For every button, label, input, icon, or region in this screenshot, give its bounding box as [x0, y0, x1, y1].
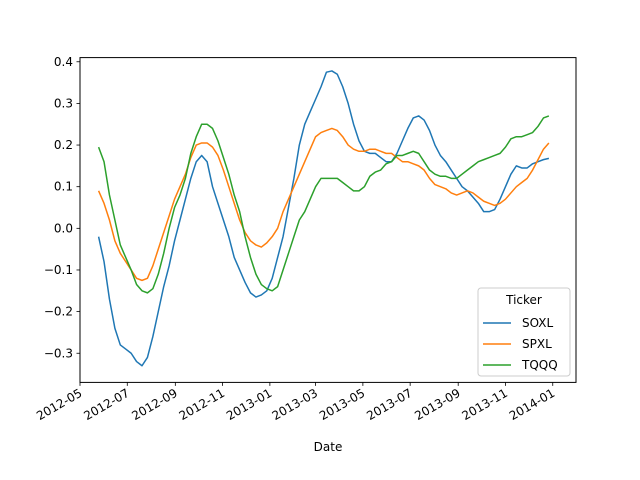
legend-items: SOXL SPXL TQQQ [483, 316, 558, 372]
legend: Ticker SOXL SPXL TQQQ [477, 287, 571, 377]
axes-frame [79, 57, 577, 383]
legend-title: Ticker [505, 293, 542, 307]
y-tick-label: 0.0 [54, 221, 73, 235]
series-line-tqqq [97, 115, 550, 294]
legend-label-soxl: SOXL [522, 316, 554, 330]
series-line-soxl [97, 70, 550, 367]
legend-label-spxl: SPXL [522, 337, 552, 351]
y-tick-label: 0.3 [54, 96, 73, 110]
plot-area [97, 70, 550, 367]
y-tick-label: −0.3 [44, 346, 73, 360]
series-line-spxl [97, 127, 550, 282]
y-tick-label: 0.2 [54, 138, 73, 152]
y-tick-label: −0.2 [44, 305, 73, 319]
x-axis-title: Date [314, 440, 343, 454]
y-tick-label: 0.4 [54, 55, 73, 69]
y-tick-label: −0.1 [44, 263, 73, 277]
y-axis: −0.3 −0.2 −0.1 0.0 0.1 0.2 0.3 0.4 [44, 55, 80, 360]
legend-label-tqqq: TQQQ [521, 358, 558, 372]
legend-box [477, 287, 571, 377]
y-tick-label: 0.1 [54, 180, 73, 194]
